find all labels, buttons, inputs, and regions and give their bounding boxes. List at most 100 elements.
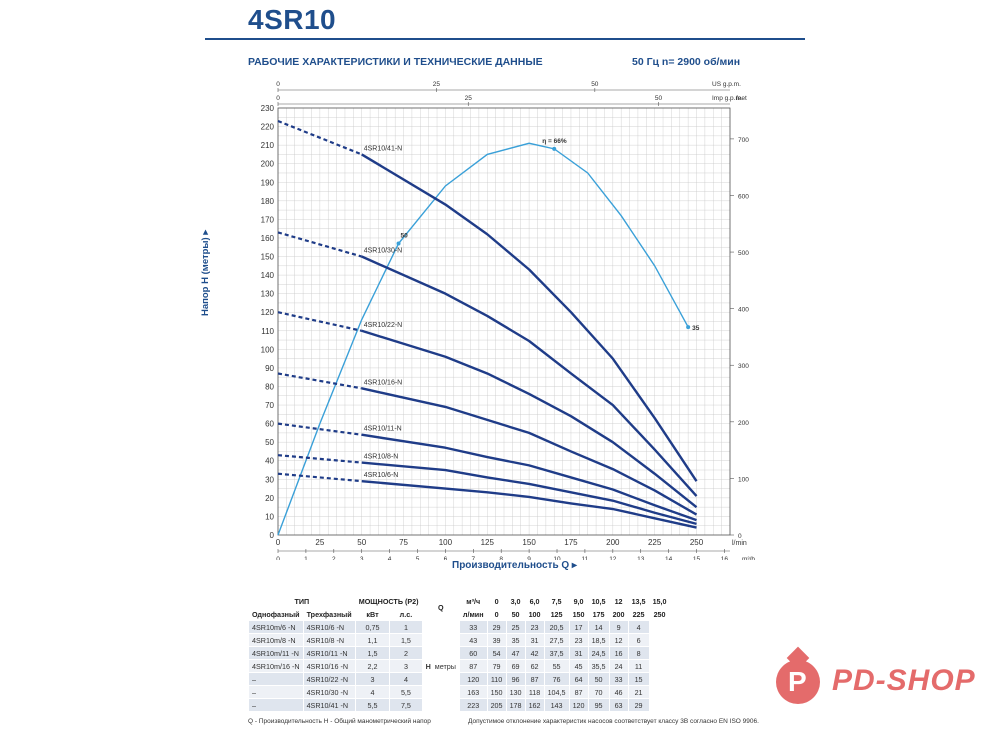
head-value: 35 xyxy=(505,633,526,647)
table-row: 4SR10m/11 -N 4SR10/11 -N 1,5 2 60 54 47 42 37,5 3… xyxy=(248,646,671,660)
head-value: 50 xyxy=(587,672,610,686)
x2-tick-label: 15 xyxy=(693,556,701,560)
x2-tick-label: 10 xyxy=(553,556,561,560)
power-header: МОЩНОСТЬ (P2) xyxy=(354,594,423,608)
table-subheader-row: Однофазный Трехфазный кВт л.с. л/мин 0 5… xyxy=(248,607,671,621)
y-tick-label: 150 xyxy=(261,253,275,262)
head-value: 178 xyxy=(505,698,526,712)
head-value: 87 xyxy=(524,672,545,686)
head-value: 31 xyxy=(524,633,545,647)
head-value: 70 xyxy=(587,685,610,699)
table-row: 4SR10m/6 -N 4SR10/6 -N 0,75 1 33 29 25 23 20,5 17… xyxy=(248,620,671,634)
top1-tick-label: 50 xyxy=(591,81,599,88)
lmin-header: л/мин xyxy=(458,607,488,621)
x2-tick-label: 9 xyxy=(527,556,531,560)
y-tick-label: 10 xyxy=(265,512,274,521)
y-axis-title: Напор H (метры) ▸ xyxy=(200,229,211,316)
head-value: 60 xyxy=(458,646,488,660)
top2-unit-label: Imp g.p.m. xyxy=(712,95,743,102)
x-tick-label: 125 xyxy=(481,538,495,547)
pump-curve-dashed xyxy=(277,472,362,483)
top2-tick-label: 25 xyxy=(465,95,473,102)
x2-tick-label: 16 xyxy=(721,556,729,560)
x-tick-label: 225 xyxy=(648,538,662,547)
q-m3h: 15,0 xyxy=(648,594,671,608)
x-tick-label: 75 xyxy=(399,538,408,547)
head-value: 130 xyxy=(505,685,526,699)
y-tick-label: 0 xyxy=(270,531,275,540)
x-tick-label: 50 xyxy=(357,538,366,547)
pump-curve xyxy=(361,387,698,516)
power-hp: 3 xyxy=(389,659,423,673)
head-value: 9 xyxy=(608,620,629,634)
pump-curve xyxy=(361,255,698,497)
spec-table: ТИП МОЩНОСТЬ (P2) Q м³/ч 0 3,0 6,0 7,5 9… xyxy=(248,594,671,712)
head-value: 63 xyxy=(608,698,629,712)
right-tick-label: 400 xyxy=(738,307,749,314)
three-phase-header: Трехфазный xyxy=(302,607,356,621)
head-value: 162 xyxy=(524,698,545,712)
y-tick-label: 30 xyxy=(265,475,274,484)
type-header: ТИП xyxy=(248,594,356,608)
head-value: 21 xyxy=(627,685,650,699)
x2-tick-label: 13 xyxy=(637,556,645,560)
head-value: 42 xyxy=(524,646,545,660)
three-phase-model: 4SR10/16 -N xyxy=(302,659,356,673)
h-label-blank xyxy=(421,672,460,686)
single-phase-model: 4SR10m/6 -N xyxy=(248,620,304,634)
m3h-header: м³/ч xyxy=(458,594,488,608)
y-tick-label: 120 xyxy=(261,308,275,317)
page-title: 4SR10 xyxy=(248,4,337,35)
head-value: 4 xyxy=(627,620,650,634)
plot-frame xyxy=(277,107,731,536)
h-label-blank xyxy=(421,698,460,712)
q-m3h: 3,0 xyxy=(505,594,526,608)
top2-tick-label: 50 xyxy=(655,95,663,102)
table-row: 4SR10m/8 -N 4SR10/8 -N 1,1 1,5 43 39 35 31 27,5 2… xyxy=(248,633,671,647)
head-value: 54 xyxy=(486,646,507,660)
head-value: 120 xyxy=(458,672,488,686)
x2-tick-label: 2 xyxy=(332,556,336,560)
pump-curve-label: 4SR10/11-N xyxy=(364,426,402,433)
x2-tick-label: 11 xyxy=(582,556,589,560)
head-value: 29 xyxy=(627,698,650,712)
head-value: 17 xyxy=(568,620,589,634)
y-tick-label: 170 xyxy=(261,215,275,224)
x2-tick-label: 8 xyxy=(499,556,503,560)
q-lmin: 0 xyxy=(486,607,507,621)
power-kw: 1,1 xyxy=(354,633,391,647)
head-value: 33 xyxy=(608,672,629,686)
head-value: 33 xyxy=(458,620,488,634)
head-value: 104,5 xyxy=(543,685,570,699)
three-phase-model: 4SR10/30 -N xyxy=(302,685,356,699)
x2-tick-label: 0 xyxy=(276,556,280,560)
head-value: 25 xyxy=(505,620,526,634)
single-phase-model: 4SR10m/11 -N xyxy=(248,646,304,660)
head-value: 87 xyxy=(568,685,589,699)
x2-tick-label: 14 xyxy=(665,556,673,560)
q-m3h: 12 xyxy=(608,594,629,608)
h-label-blank xyxy=(421,620,460,634)
head-value: 110 xyxy=(486,672,507,686)
head-value: 118 xyxy=(524,685,545,699)
head-value: 23 xyxy=(568,633,589,647)
pump-curve xyxy=(361,329,698,509)
single-phase-model: 4SR10m/8 -N xyxy=(248,633,304,647)
y-tick-label: 130 xyxy=(261,290,275,299)
h-label-blank xyxy=(421,633,460,647)
x-tick-label: 250 xyxy=(690,538,704,547)
power-hp: 5,5 xyxy=(389,685,423,699)
head-value: 37,5 xyxy=(543,646,570,660)
y-tick-label: 140 xyxy=(261,271,275,280)
pump-curve-label: 4SR10/6-N xyxy=(364,472,399,479)
q-lmin: 225 xyxy=(627,607,650,621)
top2-tick-label: 0 xyxy=(276,95,280,102)
pump-curve xyxy=(361,153,698,482)
power-kw: 2,2 xyxy=(354,659,391,673)
pd-shop-logo: P PD-SHOP xyxy=(776,656,976,712)
head-value: 55 xyxy=(543,659,570,673)
pump-curve xyxy=(361,433,697,522)
head-value: 96 xyxy=(505,672,526,686)
